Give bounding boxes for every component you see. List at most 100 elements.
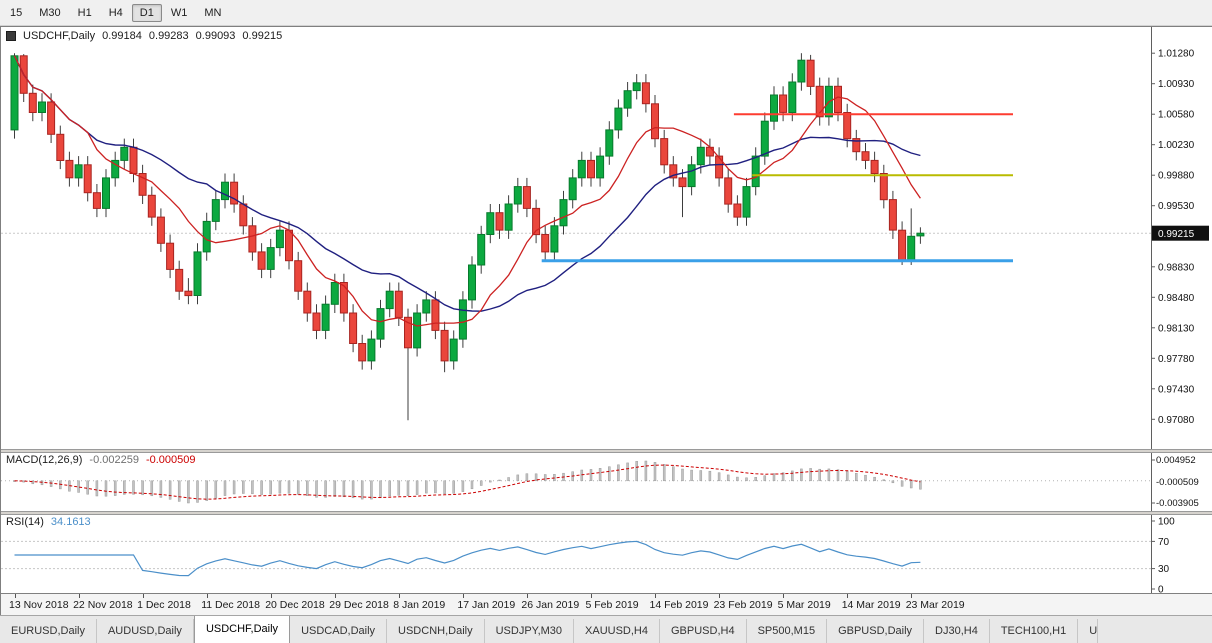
time-axis-tick — [142, 594, 144, 598]
rsi-value: 34.1613 — [50, 516, 91, 528]
macd-histogram — [13, 460, 922, 504]
tab-usdjpy-m30[interactable]: USDJPY,M30 — [485, 619, 575, 643]
time-axis-tick — [334, 594, 336, 598]
rsi-line — [14, 540, 921, 577]
tab-eurusd-daily[interactable]: EURUSD,Daily — [0, 619, 97, 643]
chart-symbol-label: USDCHF,Daily — [23, 30, 96, 42]
timeframe-button-d1[interactable]: D1 — [131, 3, 162, 22]
time-axis-label: 20 Dec 2018 — [265, 599, 325, 611]
tab-usdchf-daily[interactable]: USDCHF,Daily — [193, 616, 291, 643]
price-chart-pane[interactable]: 1.01280 1.00930 1.00580 1.00230 0.99880 0.995… — [1, 27, 1212, 449]
time-axis-label: 14 Mar 2019 — [841, 599, 901, 611]
timeframe-button-h1[interactable]: H1 — [70, 4, 100, 22]
price-axis-label: 1.00580 — [1158, 110, 1195, 121]
time-axis[interactable]: 13 Nov 2018 22 Nov 2018 1 Dec 2018 11 Dec 2… — [1, 593, 1212, 616]
time-axis-label: 1 Dec 2018 — [137, 599, 191, 611]
ohlc-close: 0.99215 — [242, 30, 283, 42]
time-axis-tick — [14, 594, 16, 598]
tab-usdcad-daily[interactable]: USDCAD,Daily — [290, 619, 388, 643]
macd-axis-label: -0.003905 — [1156, 498, 1199, 509]
candlestick-series — [10, 53, 925, 421]
tab-tech100-h1[interactable]: TECH100,H1 — [990, 619, 1079, 643]
rsi-indicator-pane[interactable]: 100 70 30 0 — [1, 515, 1212, 593]
ma-slow-line — [13, 55, 921, 312]
price-axis-label: 0.97080 — [1158, 415, 1195, 426]
rsi-axis-label: 30 — [1158, 564, 1170, 575]
rsi-axis-label: 0 — [1158, 585, 1164, 594]
tab-xauusd-h4[interactable]: XAUUSD,H4 — [574, 619, 660, 643]
macd-indicator-pane[interactable]: 0.004952 -0.003905 -0.000509 — [1, 453, 1212, 511]
price-axis-label: 1.01280 — [1158, 49, 1195, 60]
rsi-header: RSI(14) 34.1613 — [6, 516, 91, 528]
time-axis-tick — [206, 594, 208, 598]
price-axis-label: 0.98480 — [1158, 293, 1195, 304]
macd-current-value-label: -0.000509 — [1156, 477, 1199, 488]
time-axis-tick — [911, 594, 913, 598]
timeframe-button-w1[interactable]: W1 — [163, 4, 196, 22]
ohlc-high: 0.99283 — [148, 30, 189, 42]
price-axis-label: 0.97780 — [1158, 354, 1195, 365]
rsi-pane-background — [1, 515, 1212, 593]
chart-icon — [6, 31, 16, 41]
time-axis-label: 11 Dec 2018 — [201, 599, 260, 611]
time-axis-tick — [655, 594, 656, 598]
timeframe-button-h4[interactable]: H4 — [101, 4, 131, 22]
ohlc-open: 0.99184 — [102, 30, 142, 42]
tab-gbpusd-h4[interactable]: GBPUSD,H4 — [660, 619, 747, 643]
time-axis-label: 13 Nov 2018 — [9, 599, 69, 611]
chart-ohlc-header: USDCHF,Daily 0.99184 0.99283 0.99093 0.9… — [6, 30, 282, 42]
macd-value: -0.002259 — [89, 454, 139, 466]
pane-splitter[interactable] — [1, 449, 1212, 453]
time-axis-label: 17 Jan 2019 — [457, 599, 516, 611]
ma-fast-line — [13, 55, 921, 327]
time-axis-tick — [847, 594, 849, 598]
rsi-axis-label: 70 — [1158, 537, 1170, 548]
timeframe-button-15[interactable]: 15 — [2, 4, 30, 22]
time-axis-label: 23 Mar 2019 — [905, 599, 965, 611]
macd-signal-value: -0.000509 — [145, 454, 196, 466]
macd-header: MACD(12,26,9) -0.002259 -0.000509 — [6, 454, 196, 466]
time-axis-tick — [398, 594, 400, 598]
pane-splitter[interactable] — [1, 511, 1212, 515]
time-axis-label: 5 Mar 2019 — [777, 599, 831, 611]
chart-window: 1.01280 1.00930 1.00580 1.00230 0.99880 0.995… — [0, 26, 1212, 616]
tab-u[interactable]: U — [1078, 619, 1099, 643]
price-axis-label: 0.98130 — [1158, 323, 1195, 334]
price-axis-label: 0.97430 — [1158, 384, 1195, 395]
macd-axis-label: 0.004952 — [1156, 455, 1196, 466]
price-axis-label: 0.99530 — [1158, 201, 1195, 212]
svg-text:0.99215: 0.99215 — [1158, 229, 1195, 240]
time-axis-label: 22 Nov 2018 — [73, 599, 133, 611]
time-axis-label: 26 Jan 2019 — [521, 599, 580, 611]
time-axis-label: 23 Feb 2019 — [713, 599, 773, 611]
tab-dj30-h4[interactable]: DJ30,H4 — [924, 619, 990, 643]
time-axis-tick — [783, 594, 785, 598]
price-axis-label: 0.98830 — [1158, 262, 1195, 273]
ohlc-low: 0.99093 — [195, 30, 236, 42]
price-axis-label: 1.00230 — [1158, 140, 1195, 151]
macd-pane-background — [1, 453, 1212, 511]
tab-audusd-daily[interactable]: AUDUSD,Daily — [97, 619, 194, 643]
timeframe-button-mn[interactable]: MN — [196, 4, 229, 22]
timeframe-button-m30[interactable]: M30 — [31, 4, 68, 22]
macd-title: MACD(12,26,9) — [6, 454, 83, 466]
tab-usdcnh-daily[interactable]: USDCNH,Daily — [387, 619, 485, 643]
current-price-badge: 0.99215 — [1152, 225, 1209, 241]
chart-tabs-bar: EURUSD,Daily AUDUSD,Daily USDCHF,Daily USDC… — [0, 615, 1212, 643]
time-axis-tick — [270, 594, 272, 598]
time-axis-tick — [462, 594, 464, 598]
timeframe-toolbar: 15 M30 H1 H4 D1 W1 MN — [0, 0, 1212, 26]
tab-gbpusd-daily[interactable]: GBPUSD,Daily — [827, 619, 925, 643]
time-axis-label: 29 Dec 2018 — [329, 599, 389, 611]
time-axis-tick — [591, 594, 592, 598]
price-axis-label: 1.00930 — [1158, 79, 1195, 90]
time-axis-label: 8 Jan 2019 — [393, 599, 446, 611]
time-axis-tick — [78, 594, 80, 598]
tab-sp500-m15[interactable]: SP500,M15 — [747, 619, 828, 643]
time-axis-tick — [526, 594, 528, 598]
macd-signal-line — [14, 464, 921, 500]
time-axis-tick — [719, 594, 721, 598]
price-pane-background — [1, 27, 1212, 449]
rsi-axis-label: 100 — [1158, 517, 1175, 528]
